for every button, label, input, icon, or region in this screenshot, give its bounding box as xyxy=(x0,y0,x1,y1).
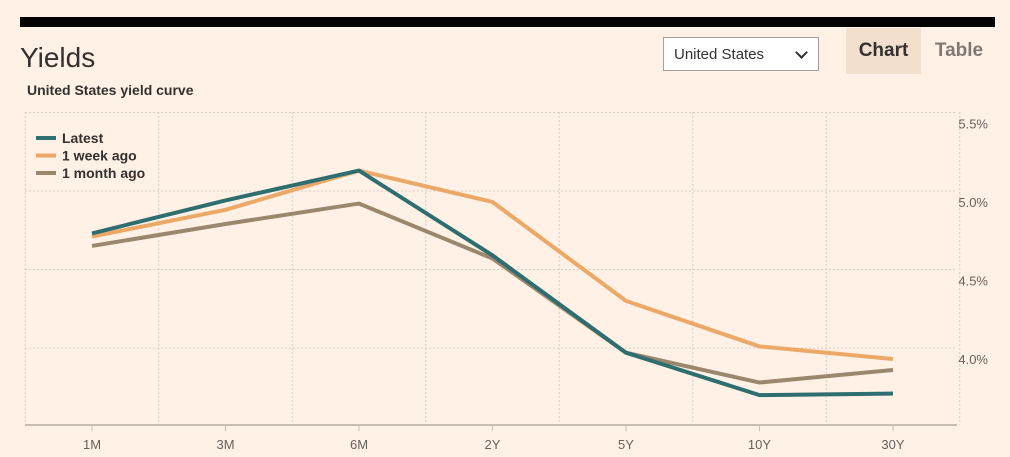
x-tick-label: 1M xyxy=(83,437,101,452)
country-select-value: United States xyxy=(674,45,765,63)
x-tick-label: 30Y xyxy=(881,437,904,452)
x-tick-label: 10Y xyxy=(748,437,771,452)
x-tick-label: 6M xyxy=(350,437,368,452)
series-line-latest xyxy=(91,168,894,398)
chart-series xyxy=(91,168,894,398)
x-tick-label: 3M xyxy=(216,437,234,452)
series-line-1-week-ago xyxy=(91,168,894,361)
chart-axis: 5.5% 5.0% 4.5% 4.0% 1M 3M 6M 2Y 5Y 10Y 30Y xyxy=(25,117,988,452)
tab-table[interactable]: Table xyxy=(934,40,984,61)
tab-chart[interactable]: Chart xyxy=(846,28,921,74)
chart-grid xyxy=(24,112,961,425)
x-tick-label: 2Y xyxy=(485,437,501,452)
y-tick-label: 5.0% xyxy=(958,195,988,210)
chart-subtitle: United States yield curve xyxy=(27,82,194,98)
series-line-1-month-ago xyxy=(91,201,894,385)
legend-label: 1 month ago xyxy=(62,165,145,181)
page-title: Yields xyxy=(20,42,96,73)
legend-label: Latest xyxy=(62,130,104,146)
y-tick-label: 5.5% xyxy=(958,117,988,132)
country-select[interactable]: United States xyxy=(663,37,819,71)
top-rule xyxy=(20,17,995,27)
legend-label: 1 week ago xyxy=(62,148,137,164)
y-tick-label: 4.0% xyxy=(958,352,988,367)
x-tick-label: 5Y xyxy=(618,437,634,452)
y-tick-label: 4.5% xyxy=(958,274,988,289)
